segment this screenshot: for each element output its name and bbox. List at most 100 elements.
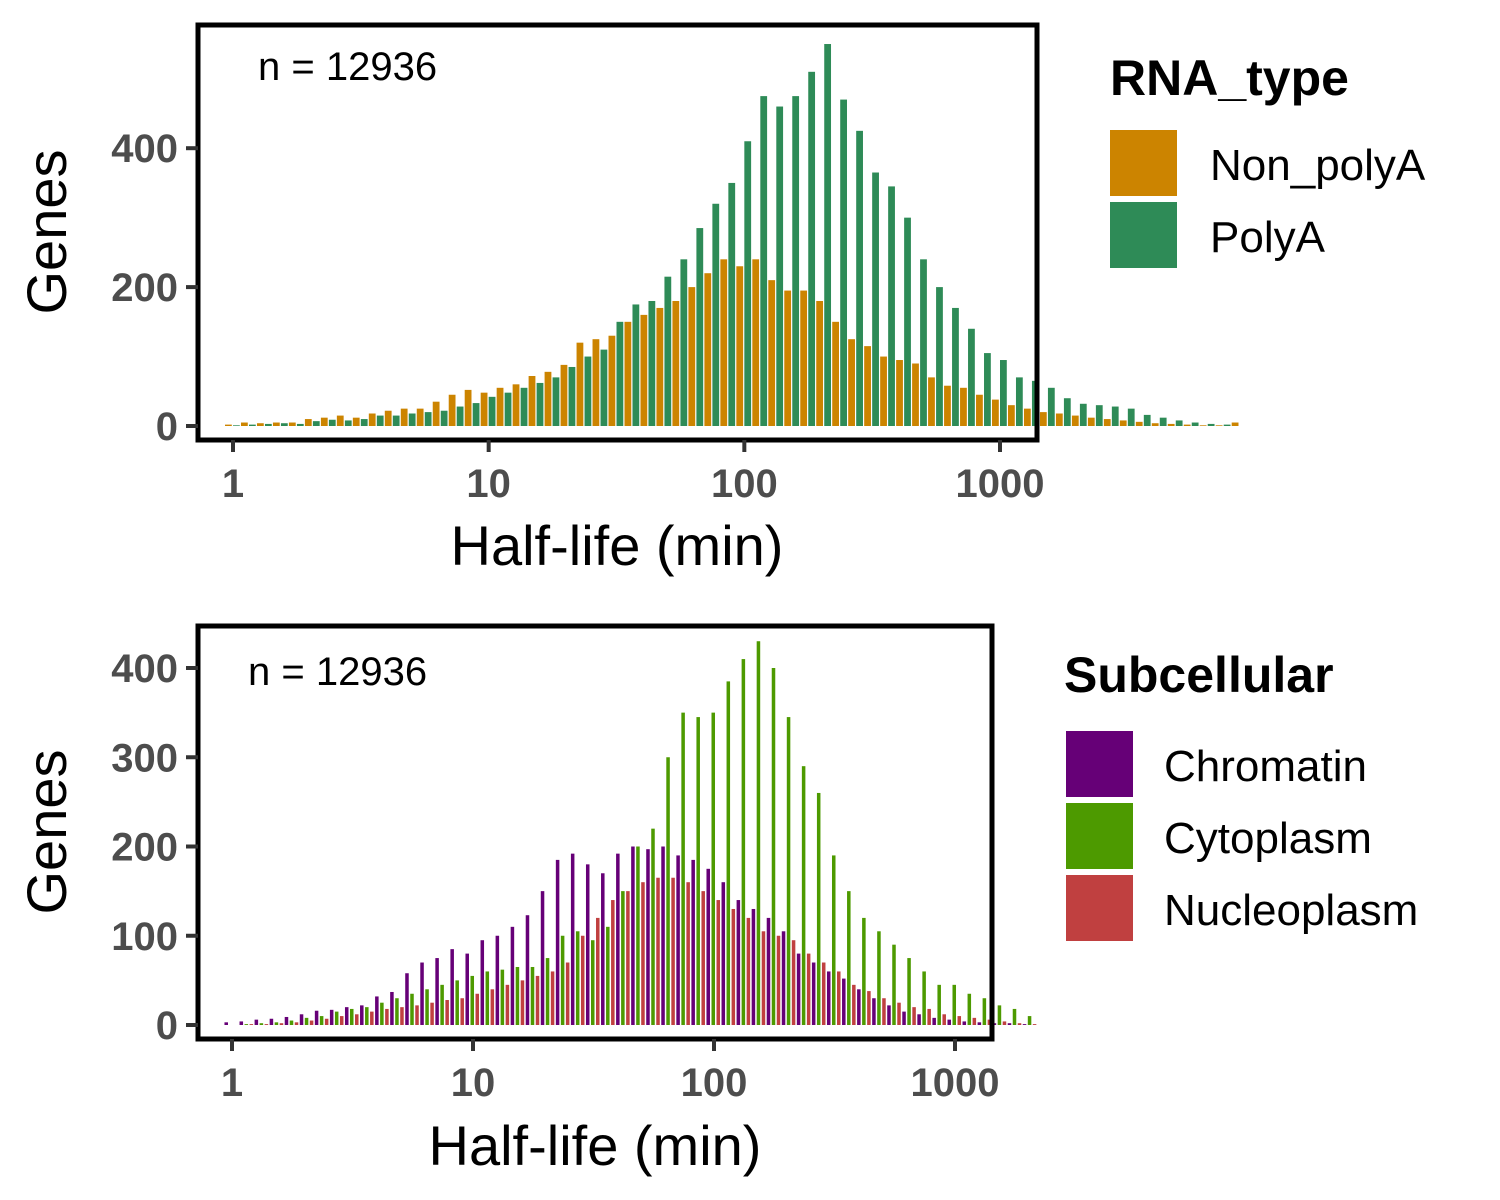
p2-bar-cytoplasm [1027,1016,1032,1025]
p2-bar-nucleoplasm [776,935,781,1025]
p2-bar-chromatin [631,846,635,1025]
p2-bar-nucleoplasm [535,975,540,1025]
p1-bar-polya [1175,420,1183,426]
p1-bar-non-polya [1023,408,1031,426]
p1-bar-non-polya [768,280,776,426]
p2-bar-cytoplasm [937,984,941,1025]
p2-bar-cytoplasm [651,828,655,1025]
p2-legend: Subcellular Chromatin Cytoplasm Nucleopl… [1064,647,1418,941]
p1-bar-non-polya [225,424,232,426]
p2-bar-cytoplasm [847,891,851,1026]
p1-legend-label-non-polya: Non_polyA [1210,141,1426,190]
p2-bar-nucleoplasm [355,1014,359,1025]
p1-bar-non-polya [1151,423,1159,426]
p2-bar-chromatin [676,855,680,1025]
p2-bar-nucleoplasm [520,980,525,1026]
p2-bar-cytoplasm [1012,1008,1017,1025]
p2-bar-chromatin [465,953,469,1025]
p1-bar-non-polya [960,387,967,426]
p2-bar-cytoplasm [380,1002,384,1025]
p1-bar-polya [856,130,863,426]
p2-bar-chromatin [751,908,756,1025]
p2-bar-cytoplasm [636,846,640,1025]
p2-bar-nucleoplasm [656,877,660,1025]
p2-bar-nucleoplasm [445,1000,449,1025]
p1-legend: RNA_type Non_polyA PolyA [1110,50,1426,268]
p1-bar-non-polya [736,266,744,426]
p1-bar-non-polya [1087,417,1095,426]
p1-bar-non-polya [880,356,887,426]
p1-bar-polya [1095,405,1103,427]
p2-bar-nucleoplasm [309,1020,314,1025]
p1-bar-non-polya [448,394,456,426]
p2-bar-cytoplasm [711,712,716,1026]
p1-bar-polya [1015,377,1023,426]
p2-bar-nucleoplasm [942,1014,946,1025]
p2-bar-nucleoplasm [1032,1024,1037,1025]
p1-plot-border [195,22,1040,443]
p2-bar-nucleoplasm [731,908,736,1025]
p1-bar-polya [296,423,304,426]
p2-bar-chromatin [721,882,726,1025]
p2-bar-cytoplasm [816,792,821,1025]
p2-bar-nucleoplasm [927,1008,931,1025]
p1-bar-non-polya [1055,413,1063,426]
p2-bar-nucleoplasm [837,971,841,1025]
p2-bar-cytoplasm [756,641,761,1025]
p2-bar-cytoplasm [515,966,520,1025]
p1-bar-non-polya [496,387,504,426]
p1-bar-polya [1063,398,1071,426]
p2-bar-cytoplasm [681,712,685,1026]
p2-bar-cytoplasm [786,717,791,1025]
p2-bar-chromatin [616,853,620,1025]
p2-legend-label-cytoplasm: Cytoplasm [1164,814,1372,863]
p1-bar-polya [904,217,911,426]
p1-bar-non-polya [896,360,903,426]
p2-bar-nucleoplasm [580,935,585,1025]
p2-x-axis: 1 10 100 1000 [221,1039,999,1105]
p1-y-tick-label: 0 [156,405,178,449]
p2-bar-nucleoplasm [821,962,826,1025]
p2-bar-nucleoplasm [912,1007,916,1025]
p1-legend-title: RNA_type [1110,50,1349,106]
p2-bar-chromatin [736,900,741,1025]
p2-bar-cytoplasm [485,971,490,1025]
p1-bar-polya [1127,408,1135,426]
p2-bar-nucleoplasm [1017,1023,1022,1025]
p1-bar-non-polya [992,399,999,426]
p1-bar-polya [984,353,991,426]
p2-bar-nucleoplasm [264,1024,269,1025]
p2-bar-cytoplasm [726,681,731,1025]
p2-bar-nucleoplasm [641,882,645,1025]
p2-bar-cytoplasm [982,998,987,1025]
p1-bar-non-polya [1071,415,1079,426]
p2-x-tick-label: 10 [451,1061,496,1105]
p1-bar-polya [680,259,688,426]
p1-bar-polya [1207,423,1215,426]
p2-x-tick-label: 100 [681,1061,748,1105]
p2-bar-chromatin [872,998,876,1025]
p1-bar-non-polya [576,342,584,426]
p2-bar-cytoplasm [334,1011,339,1025]
p2-bar-cytoplasm [365,1007,369,1025]
p1-y-tick-label: 200 [111,266,178,310]
p2-legend-key-nucleoplasm [1066,875,1133,941]
p2-bar-cytoplasm [922,971,926,1025]
p2-bar-cytoplasm [500,969,505,1025]
p2-bar-nucleoplasm [550,971,555,1025]
p1-bar-polya [488,396,496,426]
p1-bar-polya [648,300,656,426]
p1-bar-non-polya [1135,421,1143,426]
p1-bar-non-polya [688,287,696,426]
p2-bar-chromatin [1022,1024,1027,1025]
p2-bar-chromatin [826,971,831,1025]
p1-bar-polya [888,186,895,426]
p2-bar-chromatin [977,1022,982,1025]
p1-bar-non-polya [800,290,808,426]
p1-bar-non-polya [272,422,280,426]
p1-bars [225,44,1239,427]
p1-bar-non-polya [1039,412,1047,426]
p2-bar-nucleoplasm [746,917,751,1025]
p2-bar-nucleoplasm [957,1016,962,1025]
p2-y-tick-label: 100 [111,915,178,959]
